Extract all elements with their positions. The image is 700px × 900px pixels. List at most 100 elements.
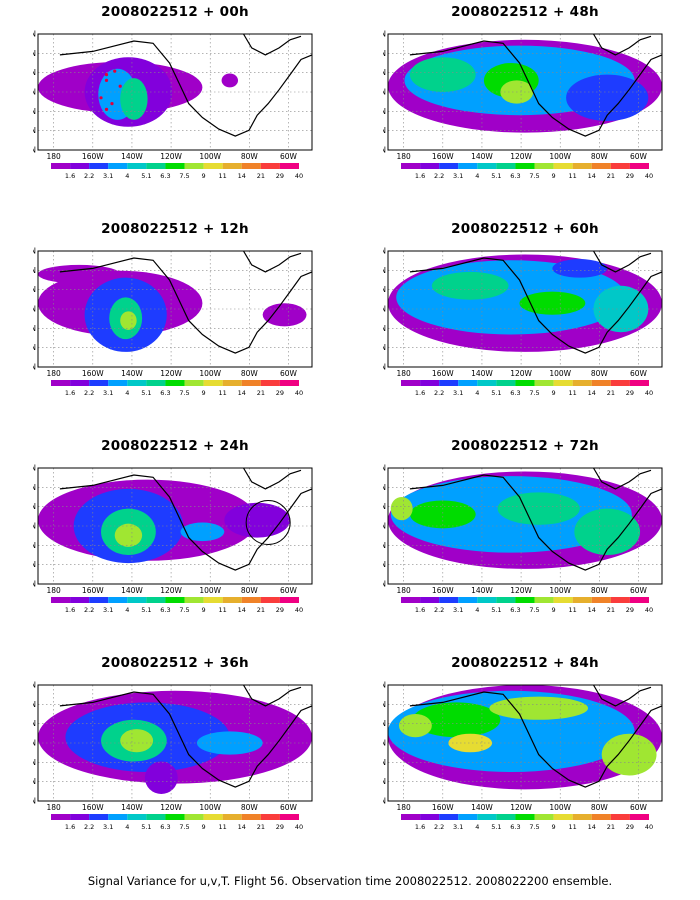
lat-label: 50N xyxy=(383,719,386,728)
coastline xyxy=(59,40,313,137)
colorbar-swatch xyxy=(496,814,516,820)
colorbar-swatch xyxy=(70,163,90,169)
colorbar-swatch xyxy=(279,380,299,386)
colorbar-label: 4 xyxy=(125,823,129,831)
lat-label: 50N xyxy=(33,68,36,77)
lon-label: 180 xyxy=(396,152,411,161)
colorbar-swatch xyxy=(222,814,242,820)
lat-label: 30N xyxy=(33,758,36,767)
colorbar-swatch xyxy=(553,597,573,603)
colorbar-label: 3.1 xyxy=(103,172,113,180)
colorbar-swatch xyxy=(572,380,592,386)
colorbar-label: 7.5 xyxy=(179,172,189,180)
lon-label: 60W xyxy=(280,586,298,595)
colorbar-label: 7.5 xyxy=(529,172,539,180)
colorbar-swatch xyxy=(108,163,128,169)
colorbar-label: 2.2 xyxy=(84,172,94,180)
variance-contour xyxy=(120,311,137,330)
variance-map: 70N 60N 50N 40N 30N 20N 10N 180 160W 140W 120W 100W… xyxy=(383,30,663,180)
variance-contour xyxy=(519,291,586,315)
colorbar-swatch xyxy=(165,163,185,169)
colorbar-label: 14 xyxy=(588,823,596,831)
lon-label: 140W xyxy=(471,586,493,595)
lat-label: 20N xyxy=(33,343,36,352)
colorbar-label: 11 xyxy=(219,823,227,831)
colorbar-swatch xyxy=(591,597,611,603)
colorbar-swatch xyxy=(496,597,516,603)
lat-label: 60N xyxy=(383,266,386,275)
panel-title: 2008022512 + 12h xyxy=(101,221,249,237)
panel-60h: 2008022512 + 60h 70N 60N 50N 40N 30N 20N 10N 18… xyxy=(350,217,690,432)
lat-label: 50N xyxy=(383,68,386,77)
colorbar-label: 3.1 xyxy=(453,389,463,397)
lon-label: 120W xyxy=(160,152,182,161)
colorbar-label: 5.1 xyxy=(141,606,151,614)
colorbar-swatch xyxy=(477,814,497,820)
lat-label: 20N xyxy=(383,777,386,786)
variance-contour xyxy=(196,731,263,755)
coastline xyxy=(59,257,313,354)
lat-label: 10N xyxy=(383,363,386,372)
lon-label: 140W xyxy=(121,369,143,378)
colorbar-swatch xyxy=(222,380,242,386)
colorbar-swatch xyxy=(222,163,242,169)
colorbar-label: 29 xyxy=(626,389,634,397)
plot-frame xyxy=(387,467,663,585)
flight-track-point xyxy=(99,96,103,100)
lon-label: 180 xyxy=(396,803,411,812)
colorbar-label: 5.1 xyxy=(491,606,501,614)
colorbar-label: 14 xyxy=(588,389,596,397)
lat-label: 60N xyxy=(33,49,36,58)
lon-label: 160W xyxy=(82,369,104,378)
colorbar-swatch xyxy=(515,814,535,820)
lat-label: 10N xyxy=(383,797,386,806)
lon-label: 80W xyxy=(591,152,609,161)
colorbar-swatch xyxy=(458,380,478,386)
lat-label: 30N xyxy=(383,107,386,116)
colorbar-swatch xyxy=(401,597,421,603)
plot-frame xyxy=(387,250,663,368)
variance-contour xyxy=(412,702,501,738)
colorbar-label: 21 xyxy=(257,172,265,180)
lat-label: 20N xyxy=(383,343,386,352)
colorbar-label: 4 xyxy=(475,823,479,831)
lon-label: 120W xyxy=(160,369,182,378)
colorbar-label: 11 xyxy=(219,389,227,397)
colorbar-swatch xyxy=(51,814,71,820)
colorbar-swatch xyxy=(534,597,554,603)
colorbar-swatch xyxy=(260,380,280,386)
colorbar-label: 7.5 xyxy=(179,823,189,831)
plot-frame xyxy=(37,467,313,585)
colorbar-swatch xyxy=(439,597,459,603)
colorbar-label: 40 xyxy=(645,172,653,180)
colorbar-label: 6.3 xyxy=(160,172,170,180)
lat-label: 70N xyxy=(383,247,386,256)
lat-label: 30N xyxy=(33,107,36,116)
lat-label: 40N xyxy=(33,522,36,531)
lat-label: 50N xyxy=(33,502,36,511)
lon-label: 60W xyxy=(280,803,298,812)
lat-label: 70N xyxy=(33,30,36,39)
lon-label: 100W xyxy=(199,369,221,378)
lon-label: 160W xyxy=(432,152,454,161)
colorbar-swatch xyxy=(146,814,166,820)
colorbar-label: 6.3 xyxy=(510,389,520,397)
colorbar-swatch xyxy=(203,163,223,169)
panel-84h: 2008022512 + 84h 70N 60N 50N 40N 30N 20N 10N 18… xyxy=(350,651,690,866)
colorbar-label: 40 xyxy=(295,823,303,831)
colorbar-label: 4 xyxy=(475,606,479,614)
colorbar-swatch xyxy=(629,380,649,386)
colorbar-label: 11 xyxy=(569,389,577,397)
lon-label: 140W xyxy=(121,586,143,595)
colorbar-swatch xyxy=(591,380,611,386)
colorbar-label: 40 xyxy=(645,606,653,614)
colorbar-label: 6.3 xyxy=(510,172,520,180)
lon-label: 180 xyxy=(46,586,61,595)
colorbar-swatch xyxy=(184,597,204,603)
colorbar-label: 2.2 xyxy=(434,172,444,180)
colorbar-swatch xyxy=(70,814,90,820)
plot-frame xyxy=(387,33,663,151)
colorbar-label: 9 xyxy=(552,606,556,614)
colorbar-swatch xyxy=(591,814,611,820)
colorbar-label: 40 xyxy=(295,606,303,614)
